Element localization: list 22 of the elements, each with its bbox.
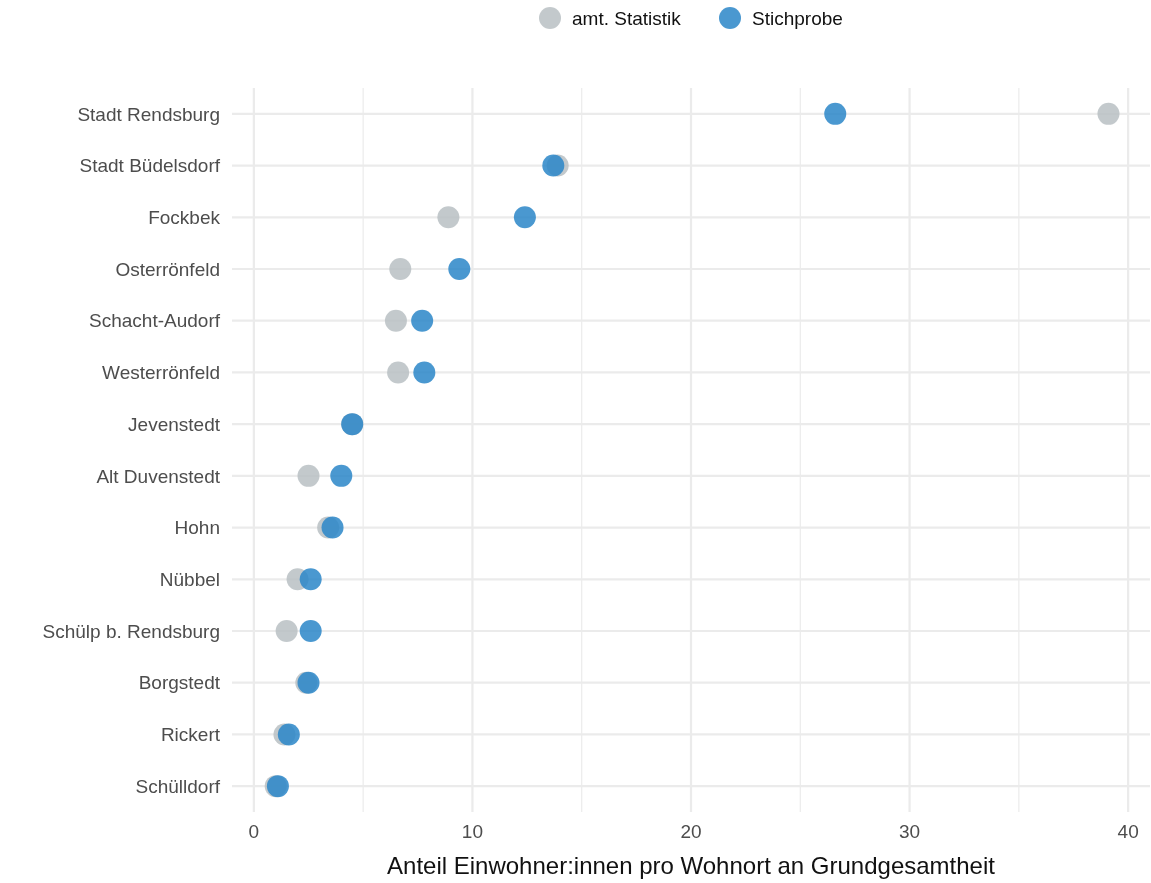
y-tick-label: Osterrönfeld	[115, 258, 220, 280]
y-tick-label: Nübbel	[159, 568, 220, 590]
y-tick-label: Alt Duvenstedt	[96, 465, 221, 487]
y-tick-label: Rickert	[160, 724, 221, 746]
y-tick-label: Schülp b. Rendsburg	[42, 620, 220, 642]
y-tick-label: Schacht-Audorf	[89, 310, 221, 332]
y-tick-label: Schülldorf	[135, 775, 221, 797]
x-axis-title: Anteil Einwohner:innen pro Wohnort an Grundgesamtheit	[387, 852, 996, 879]
legend-label: Stichprobe	[752, 7, 843, 29]
x-tick-label: 40	[1117, 821, 1139, 842]
y-tick-label: Borgstedt	[138, 672, 221, 694]
x-tick-label: 20	[680, 821, 702, 842]
x-tick-label: 0	[248, 821, 260, 842]
y-tick-label: Stadt Büdelsdorf	[79, 155, 221, 177]
legend-label: amt. Statistik	[572, 7, 682, 29]
y-tick-label: Stadt Rendsburg	[77, 103, 220, 125]
y-tick-label: Westerrönfeld	[102, 362, 220, 384]
x-tick-label: 30	[899, 821, 921, 842]
y-tick-label: Jevenstedt	[128, 413, 221, 435]
y-tick-label: Hohn	[174, 517, 220, 539]
x-tick-label: 10	[461, 821, 483, 842]
y-tick-label: Fockbek	[148, 206, 221, 228]
